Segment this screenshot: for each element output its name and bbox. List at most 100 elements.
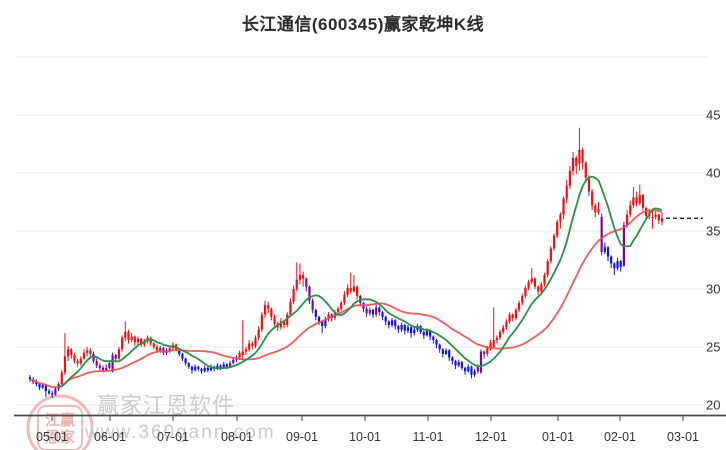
candle: [568, 170, 571, 186]
candle: [133, 336, 136, 343]
candle: [168, 348, 171, 351]
candle: [98, 365, 101, 368]
x-tick-label: 03-01: [667, 430, 699, 444]
candle: [89, 350, 92, 354]
candle: [562, 198, 565, 215]
candle: [79, 358, 82, 364]
candle: [625, 214, 629, 226]
candle: [47, 391, 51, 394]
candle: [610, 256, 613, 264]
x-tick-label: 05-01: [36, 430, 68, 444]
candle: [121, 337, 124, 350]
candle: [463, 367, 467, 372]
candle: [641, 195, 645, 208]
candle: [63, 356, 67, 373]
candle: [336, 308, 340, 313]
candle: [324, 319, 327, 327]
candle: [302, 275, 305, 279]
candle: [489, 342, 492, 349]
candle: [203, 367, 206, 372]
candle: [451, 357, 454, 361]
candle: [44, 385, 47, 392]
candle: [441, 349, 444, 354]
candle: [394, 320, 397, 327]
candle: [597, 208, 600, 213]
candle: [429, 330, 432, 337]
candle: [616, 261, 619, 269]
candle: [498, 331, 502, 338]
candle: [108, 363, 111, 368]
candle: [187, 363, 190, 367]
candle: [111, 355, 114, 372]
candle: [130, 336, 133, 341]
candle: [248, 343, 251, 350]
candle: [314, 309, 317, 317]
candle: [444, 350, 448, 354]
candle: [413, 329, 416, 334]
candle: [352, 286, 356, 292]
watermark-seal-text: 恩家: [45, 428, 75, 446]
candle: [575, 157, 578, 167]
candle: [502, 327, 505, 332]
candle: [356, 286, 359, 296]
chart-title: 长江通信(600345)赢家乾坤K线: [241, 15, 485, 34]
candle: [368, 309, 371, 314]
candle: [197, 366, 200, 370]
candle: [371, 309, 375, 315]
y-tick-label: 25: [706, 340, 720, 355]
candle: [549, 248, 552, 262]
candle: [181, 353, 184, 359]
y-tick-label: 40: [706, 166, 720, 181]
candle: [105, 367, 108, 371]
candle: [127, 331, 130, 341]
candle: [606, 247, 610, 257]
candle: [51, 393, 54, 395]
candle: [92, 353, 95, 361]
candle: [232, 359, 235, 364]
candle: [86, 350, 89, 353]
candle: [54, 388, 57, 395]
candle: [629, 205, 632, 215]
candle: [473, 371, 476, 375]
candle: [457, 362, 460, 366]
candle: [295, 279, 298, 289]
candle: [70, 349, 73, 356]
x-tick-label: 10-01: [349, 430, 381, 444]
candle: [73, 355, 76, 361]
candle: [546, 261, 549, 276]
candle: [162, 348, 165, 353]
candle: [378, 307, 381, 313]
x-tick-label: 09-01: [286, 430, 318, 444]
candle: [308, 286, 311, 301]
candle: [349, 287, 352, 292]
candle: [584, 162, 587, 178]
candle: [263, 305, 267, 315]
candle: [273, 316, 276, 324]
x-tick-label: 01-01: [542, 430, 574, 444]
candle: [152, 343, 155, 347]
candle: [101, 367, 105, 371]
candle: [603, 247, 606, 252]
candle: [511, 314, 514, 318]
candle: [292, 289, 295, 302]
watermark-seal-text: 江赢: [45, 411, 75, 429]
candle: [124, 331, 127, 338]
candle: [219, 365, 222, 368]
candle: [578, 149, 581, 164]
candle: [384, 316, 387, 322]
x-tick-label: 02-01: [604, 430, 636, 444]
candle: [222, 364, 225, 368]
candle: [517, 302, 521, 310]
candle: [660, 218, 664, 222]
candle: [340, 302, 343, 309]
candle: [76, 360, 79, 364]
candle: [251, 343, 254, 346]
candle: [533, 278, 537, 287]
candle: [559, 214, 562, 222]
candle: [82, 352, 86, 359]
candle: [241, 351, 244, 356]
candle: [448, 350, 451, 358]
candle: [581, 149, 584, 163]
